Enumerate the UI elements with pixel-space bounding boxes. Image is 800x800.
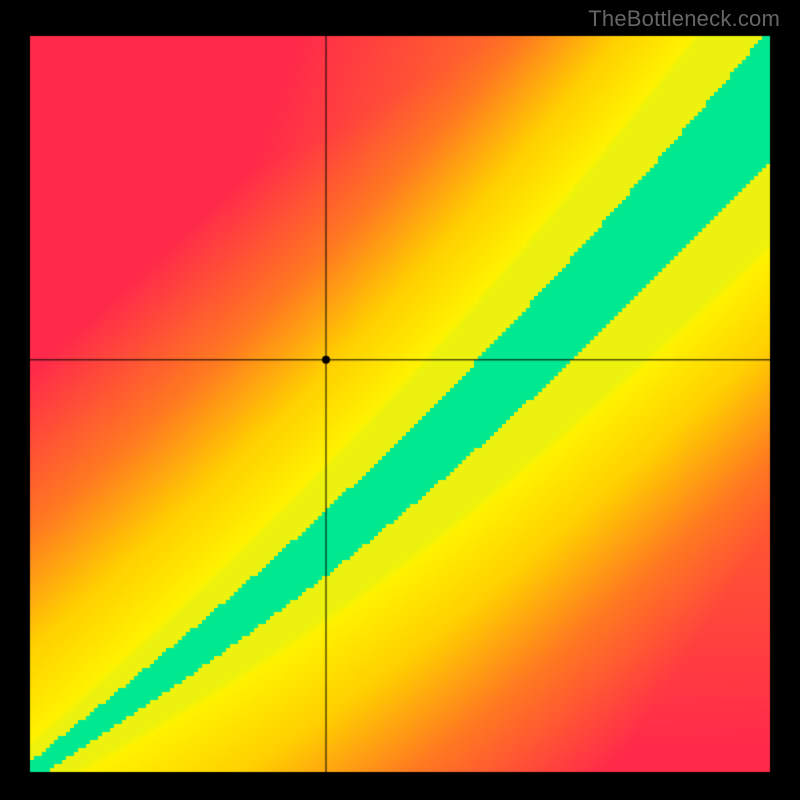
bottleneck-heatmap — [0, 0, 800, 800]
watermark-text: TheBottleneck.com — [588, 6, 780, 32]
